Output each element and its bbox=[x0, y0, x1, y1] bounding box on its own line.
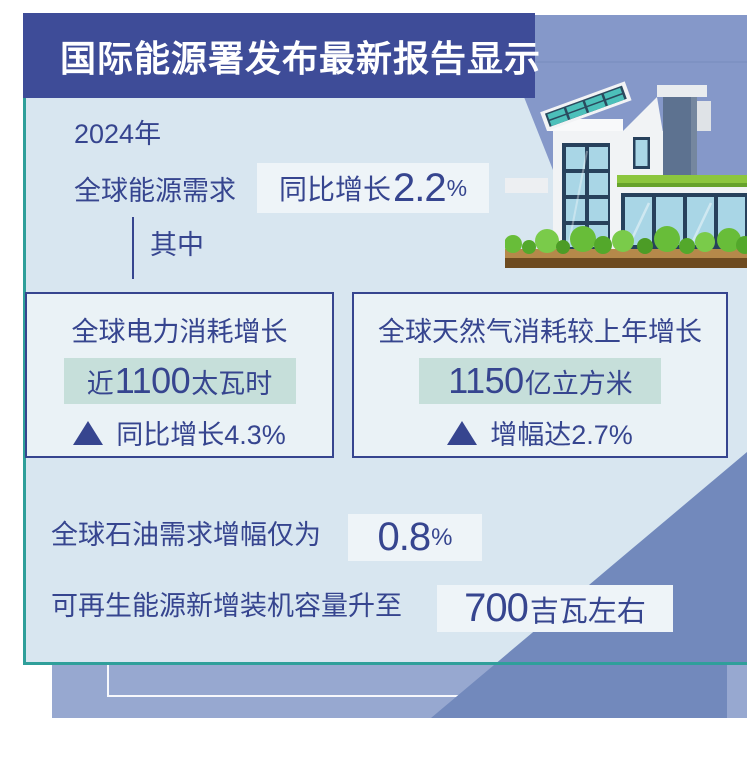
oil-demand-unit: % bbox=[431, 523, 453, 551]
energy-demand-label: 全球能源需求 bbox=[74, 176, 236, 206]
page-title: 国际能源署发布最新报告显示 bbox=[60, 37, 542, 79]
green-energy-building-illustration bbox=[504, 13, 747, 269]
gas-change-text: 增幅达2.7% bbox=[490, 420, 633, 450]
building-illustration-svg bbox=[504, 15, 747, 268]
electricity-value-suffix: 太瓦时 bbox=[191, 368, 273, 399]
gas-stat-box: 全球天然气消耗较上年增长 1150 亿立方米 增幅达2.7% bbox=[352, 292, 728, 458]
demand-growth-value: 2.2 bbox=[392, 165, 447, 210]
gas-value-suffix: 亿立方米 bbox=[524, 368, 633, 399]
gas-value-highlight: 1150 亿立方米 bbox=[419, 358, 661, 404]
demand-growth-unit: % bbox=[446, 174, 468, 201]
up-triangle-icon bbox=[447, 420, 478, 445]
electricity-change-text: 同比增长4.3% bbox=[116, 420, 286, 450]
electricity-value-prefix: 近 bbox=[86, 368, 114, 399]
connector-line bbox=[132, 217, 134, 279]
card-bottom-teal-rule bbox=[23, 662, 747, 665]
electricity-title: 全球电力消耗增长 bbox=[71, 317, 288, 347]
oil-demand-highlight: 0.8 % bbox=[348, 514, 482, 561]
renewables-label: 可再生能源新增装机容量升至 bbox=[51, 591, 402, 621]
demand-growth-prefix: 同比增长 bbox=[278, 174, 391, 205]
header-banner: 国际能源署发布最新报告显示 bbox=[23, 13, 540, 98]
electricity-value: 1100 bbox=[114, 360, 191, 401]
gas-value: 1150 bbox=[448, 360, 524, 401]
gas-title: 全球天然气消耗较上年增长 bbox=[378, 317, 702, 347]
up-triangle-icon bbox=[73, 420, 104, 445]
electricity-stat-box: 全球电力消耗增长 近 1100 太瓦时 同比增长4.3% bbox=[25, 292, 334, 458]
gas-change-row: 增幅达2.7% bbox=[354, 413, 726, 452]
among-label: 其中 bbox=[150, 230, 204, 260]
renewables-unit: 吉瓦左右 bbox=[529, 595, 646, 628]
energy-demand-highlight: 同比增长 2.2 % bbox=[257, 163, 489, 213]
oil-demand-label: 全球石油需求增幅仅为 bbox=[51, 520, 321, 550]
renewables-highlight: 700 吉瓦左右 bbox=[437, 585, 673, 632]
electricity-value-highlight: 近 1100 太瓦时 bbox=[63, 358, 296, 404]
electricity-change-row: 同比增长4.3% bbox=[27, 413, 332, 452]
renewables-value: 700 bbox=[464, 586, 529, 630]
oil-demand-value: 0.8 bbox=[377, 515, 432, 559]
year-label: 2024年 bbox=[74, 119, 162, 149]
band-right-patch bbox=[727, 665, 747, 718]
